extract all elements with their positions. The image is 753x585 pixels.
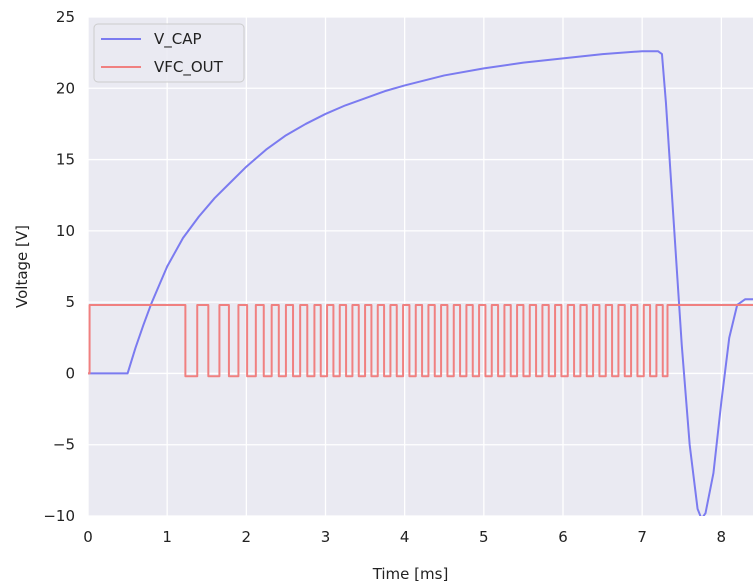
legend-label: V_CAP [154, 30, 202, 49]
y-tick-label: 10 [56, 222, 75, 240]
x-tick-label: 2 [242, 528, 252, 546]
x-tick-label: 0 [83, 528, 93, 546]
y-tick-label: 0 [65, 364, 75, 382]
y-axis: −10 −5 0 5 10 15 20 25 [43, 8, 75, 525]
x-axis-label: Time [ms] [372, 565, 449, 583]
plot-area [88, 17, 753, 516]
x-tick-label: 7 [637, 528, 647, 546]
y-tick-label: 5 [65, 293, 75, 311]
x-tick-label: 8 [717, 528, 727, 546]
y-tick-label: 20 [56, 79, 75, 97]
y-tick-label: −5 [53, 436, 75, 454]
y-tick-label: −10 [43, 507, 75, 525]
series-line-v-cap [88, 50, 753, 516]
x-tick-label: 5 [479, 528, 489, 546]
legend-label: VFC_OUT [154, 58, 224, 77]
x-tick-label: 1 [162, 528, 172, 546]
x-axis: 0 1 2 3 4 5 6 7 8 [83, 528, 726, 546]
legend: V_CAP VFC_OUT [93, 23, 245, 83]
x-tick-label: 3 [321, 528, 331, 546]
x-tick-label: 6 [558, 528, 568, 546]
x-tick-label: 4 [400, 528, 410, 546]
y-axis-label: Voltage [V] [13, 225, 31, 308]
series-layer [88, 50, 753, 516]
grid-lines [87, 16, 753, 517]
series-line-vfc-out [88, 303, 753, 378]
y-tick-label: 15 [56, 151, 75, 169]
y-tick-label: 25 [56, 8, 75, 26]
